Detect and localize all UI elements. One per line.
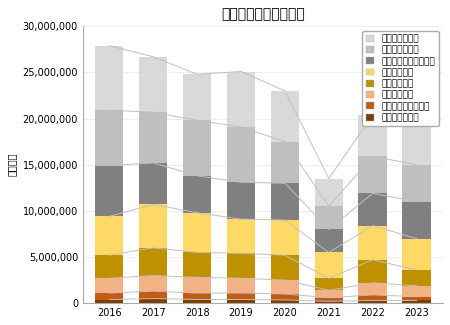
Bar — [183, 121, 212, 176]
Bar — [95, 216, 123, 255]
Bar — [270, 183, 299, 220]
Bar — [359, 226, 387, 260]
Bar — [402, 300, 431, 303]
Bar — [315, 229, 343, 253]
Y-axis label: 推定人口: 推定人口 — [7, 153, 17, 176]
Bar — [95, 255, 123, 278]
Bar — [315, 206, 343, 229]
Bar — [359, 283, 387, 295]
Bar — [227, 72, 255, 127]
Title: 愛好家の推定人口推移: 愛好家の推定人口推移 — [221, 7, 305, 21]
Bar — [359, 193, 387, 226]
Bar — [270, 142, 299, 183]
Bar — [139, 204, 167, 248]
Bar — [227, 293, 255, 300]
Bar — [95, 110, 123, 166]
Bar — [227, 182, 255, 219]
Bar — [95, 46, 123, 110]
Bar — [402, 297, 431, 300]
Bar — [402, 202, 431, 239]
Bar — [183, 253, 212, 277]
Bar — [315, 253, 343, 278]
Bar — [227, 219, 255, 254]
Bar — [270, 280, 299, 294]
Bar — [227, 127, 255, 182]
Bar — [95, 300, 123, 303]
Bar — [359, 295, 387, 300]
Bar — [183, 293, 212, 300]
Bar — [227, 254, 255, 278]
Bar — [270, 255, 299, 280]
Bar — [227, 300, 255, 303]
Bar — [183, 300, 212, 303]
Bar — [139, 163, 167, 204]
Bar — [402, 123, 431, 165]
Bar — [95, 278, 123, 293]
Bar — [315, 298, 343, 301]
Bar — [270, 294, 299, 300]
Bar — [270, 300, 299, 303]
Bar — [183, 277, 212, 293]
Bar — [227, 278, 255, 293]
Bar — [315, 278, 343, 290]
Bar — [315, 178, 343, 206]
Bar — [183, 74, 212, 121]
Bar — [270, 91, 299, 142]
Bar — [359, 115, 387, 156]
Bar — [359, 260, 387, 283]
Bar — [139, 248, 167, 276]
Bar — [315, 301, 343, 303]
Bar — [402, 165, 431, 202]
Bar — [139, 57, 167, 112]
Bar — [139, 112, 167, 163]
Bar — [270, 220, 299, 255]
Legend: １年に１回程度, 半年に１回程度, ２～３ヵ月に１回程度, 月に１回程度, 月に３回以下, 月に４～８回, 月に９～１４回程度, 月に１５回以上: １年に１回程度, 半年に１回程度, ２～３ヵ月に１回程度, 月に１回程度, 月に… — [362, 31, 439, 126]
Bar — [359, 156, 387, 193]
Bar — [315, 290, 343, 298]
Bar — [95, 166, 123, 216]
Bar — [95, 293, 123, 300]
Bar — [402, 270, 431, 286]
Bar — [139, 299, 167, 303]
Bar — [139, 291, 167, 299]
Bar — [139, 276, 167, 291]
Bar — [402, 239, 431, 270]
Bar — [183, 213, 212, 253]
Bar — [402, 286, 431, 297]
Bar — [359, 300, 387, 303]
Bar — [183, 176, 212, 213]
